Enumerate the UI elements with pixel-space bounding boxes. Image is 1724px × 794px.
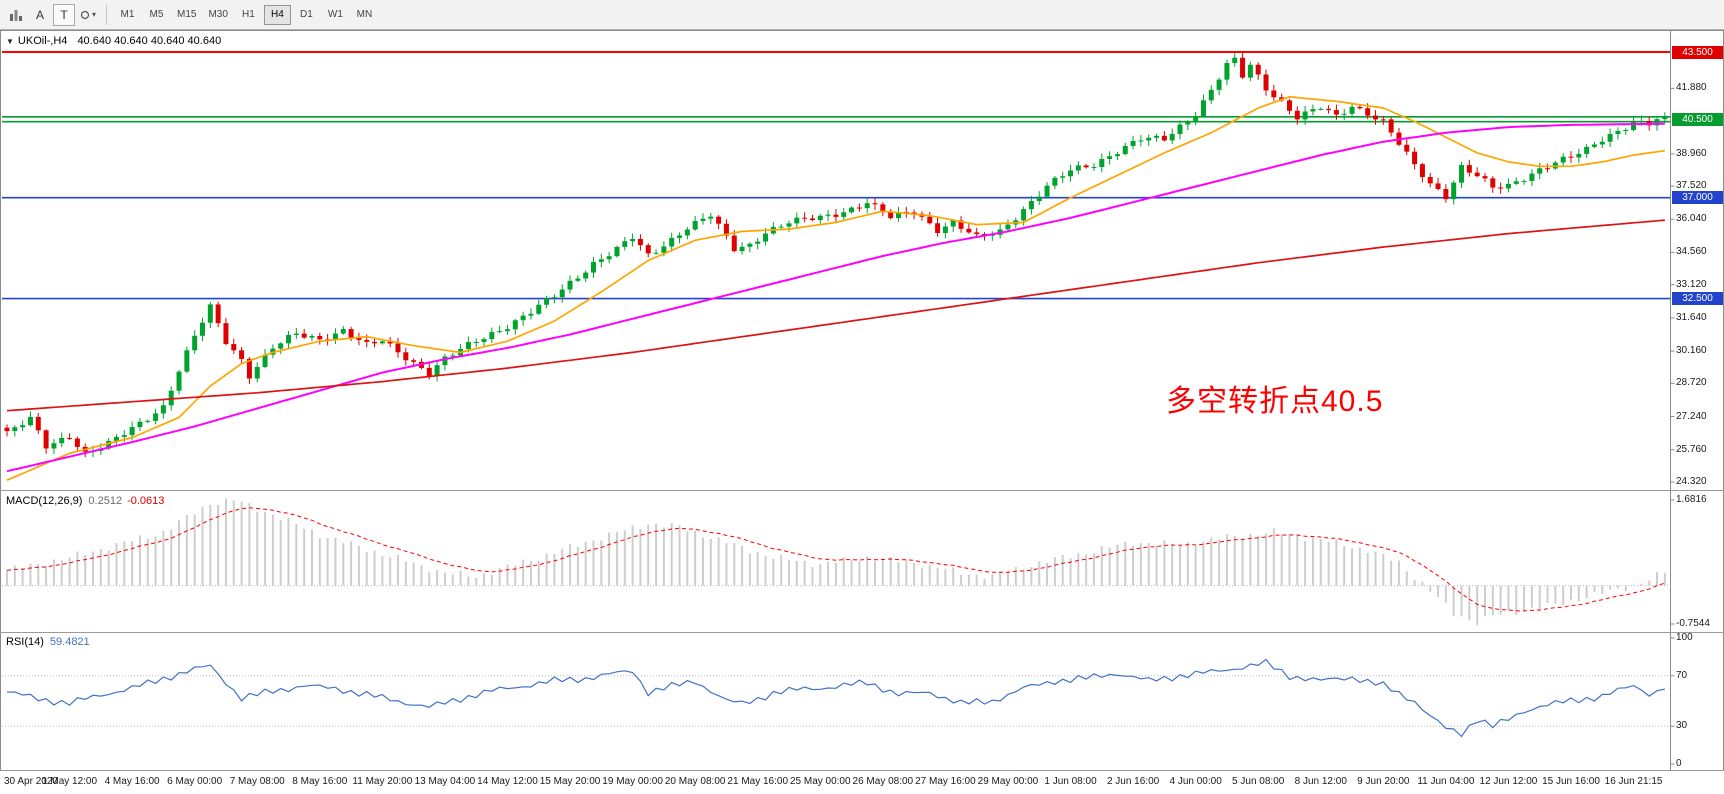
shapes-icon	[80, 10, 90, 19]
time-axis-label: 16 Jun 21:15	[1604, 776, 1663, 787]
price-axis-label: 41.880	[1676, 82, 1707, 94]
window-border	[0, 30, 1724, 794]
chevron-down-icon: ▾	[91, 10, 96, 19]
time-axis-label: 12 Jun 12:00	[1479, 776, 1538, 787]
price-badge-37.000: 37.000	[1672, 191, 1723, 205]
time-axis-label: 9 Jun 20:00	[1357, 776, 1410, 787]
timeframe-group: M1 M5 M15 M30 H1 H4 D1 W1 MN	[113, 4, 379, 25]
macd-scale-label: 1.6816	[1676, 494, 1707, 505]
ma-mid-line[interactable]	[6, 122, 1665, 473]
time-axis-label: 19 May 00:00	[602, 776, 663, 787]
price-scale[interactable]: 41.880 38.960 37.520 36.040 34.560 33.120 31.6…	[1671, 31, 1724, 770]
price-axis-label: 38.960	[1676, 147, 1707, 159]
timeframe-button-mn[interactable]: MN	[351, 5, 378, 25]
time-axis-label: 4 May 16:00	[104, 776, 160, 787]
price-axis-label: 27.240	[1676, 410, 1707, 422]
chart-title: ▼ UKOil-,H4 40.640 40.640 40.640 40.640	[6, 35, 221, 47]
ohlc-values: 40.640 40.640 40.640 40.640	[77, 35, 222, 47]
time-axis-label: 2 Jun 16:00	[1106, 776, 1160, 787]
ma-slow-line[interactable]	[6, 219, 1665, 412]
time-axis-label: 15 May 20:00	[539, 776, 601, 787]
candles-layer	[4, 53, 1668, 458]
timeframe-button-h4[interactable]: H4	[263, 4, 291, 25]
price-axis-label: 28.720	[1676, 377, 1707, 389]
time-axis-label: 30 Apr 2020	[4, 776, 58, 787]
time-axis-label: 29 May 00:00	[977, 776, 1039, 787]
price-axis-label: 37.520	[1676, 180, 1707, 192]
rsi-scale-label: 70	[1676, 669, 1688, 681]
shapes-dropdown-button[interactable]: ▾	[77, 4, 99, 26]
price-axis-label: 36.040	[1676, 213, 1707, 225]
timeframe-button-m15[interactable]: M15	[172, 5, 201, 25]
rsi-scale-label: 0	[1676, 758, 1682, 769]
price-badge-40.500: 40.500	[1672, 112, 1723, 126]
time-axis-label: 5 Jun 08:00	[1232, 776, 1285, 787]
macd-main-value: 0.2512	[88, 495, 123, 507]
timeframe-button-d1[interactable]: D1	[293, 5, 320, 25]
bar-chart-icon	[10, 9, 22, 21]
time-axis-label: 13 May 04:00	[414, 776, 476, 787]
time-axis-label: 8 Jun 12:00	[1294, 776, 1347, 787]
price-axis-label: 34.560	[1676, 246, 1707, 258]
macd-indicator-label: MACD(12,26,9) 0.2512 -0.0613	[6, 495, 164, 507]
time-axis-label: 26 May 08:00	[852, 776, 914, 787]
time-axis-label: 8 May 16:00	[292, 776, 348, 787]
macd-histogram	[6, 498, 1666, 626]
price-axis-label: 24.320	[1676, 476, 1707, 487]
rsi-scale-label: 30	[1676, 720, 1688, 732]
collapse-triangle-icon[interactable]: ▼	[6, 37, 14, 46]
timeframe-button-h1[interactable]: H1	[235, 5, 262, 25]
toolbar-separator	[106, 4, 107, 25]
time-axis-label: 14 May 12:00	[477, 776, 538, 787]
time-axis-label: 4 Jun 00:00	[1169, 776, 1222, 787]
macd-signal-line[interactable]	[6, 507, 1665, 612]
time-axis-label: 1 Jun 08:00	[1044, 776, 1097, 787]
time-scale[interactable]: 30 Apr 2020 1 May 12:00 4 May 16:00 6 May 0…	[0, 771, 1724, 794]
rsi-line[interactable]	[6, 658, 1665, 738]
macd-name: MACD(12,26,9)	[6, 495, 83, 507]
price-axis-label: 31.640	[1676, 311, 1707, 323]
timeframe-button-m1[interactable]: M1	[114, 5, 141, 25]
macd-scale-label: -0.7544	[1676, 618, 1710, 629]
label-tool-button[interactable]: T	[53, 3, 75, 26]
rsi-indicator-label: RSI(14) 59.4821	[6, 636, 90, 648]
text-tool-button[interactable]: A	[29, 4, 51, 26]
time-axis-label: 1 May 12:00	[42, 776, 98, 787]
horizontal-lines-layer[interactable]	[2, 51, 1670, 300]
time-axis-label: 20 May 08:00	[664, 776, 726, 787]
price-badge-43.500: 43.500	[1672, 45, 1723, 59]
price-axis-label: 25.760	[1676, 443, 1707, 455]
price-annotation-text: 多空转折点40.5	[1166, 385, 1384, 418]
price-badge-32.500: 32.500	[1672, 292, 1723, 306]
timeframe-button-m30[interactable]: M30	[203, 5, 232, 25]
time-axis-label: 6 May 00:00	[167, 776, 223, 787]
time-axis-label: 11 Jun 04:00	[1417, 776, 1475, 787]
rsi-scale-label: 100	[1676, 632, 1693, 643]
time-axis-label: 11 May 20:00	[352, 776, 413, 787]
charts-icon[interactable]	[5, 4, 27, 26]
rsi-name: RSI(14)	[6, 636, 44, 648]
timeframe-button-w1[interactable]: W1	[322, 5, 349, 25]
symbol-label: UKOil-,H4	[17, 35, 68, 47]
time-axis-label: 21 May 16:00	[727, 776, 789, 787]
time-axis-label: 27 May 16:00	[915, 776, 976, 787]
toolbar: A T ▾ M1 M5 M15 M30 H1 H4 D1 W1 MN	[0, 0, 1724, 30]
time-axis-label: 25 May 00:00	[789, 776, 851, 787]
ma-fast-line[interactable]	[6, 95, 1665, 481]
rsi-value: 59.4821	[49, 636, 90, 648]
time-axis-label: 15 Jun 16:00	[1542, 776, 1600, 787]
time-axis-label: 7 May 08:00	[229, 776, 285, 787]
macd-signal-value: -0.0613	[127, 495, 165, 507]
price-axis-label: 30.160	[1676, 345, 1707, 357]
timeframe-button-m5[interactable]: M5	[143, 5, 170, 25]
price-axis-label: 33.120	[1676, 278, 1707, 290]
